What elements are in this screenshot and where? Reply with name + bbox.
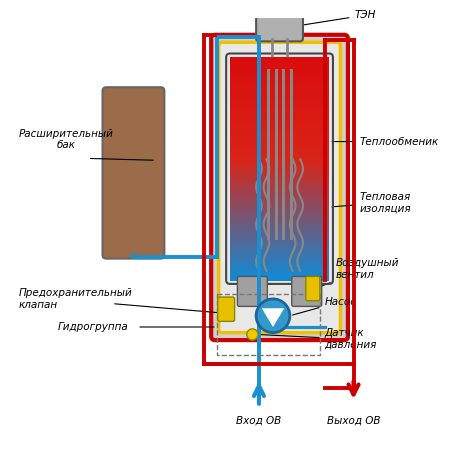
Bar [230, 232, 329, 236]
Bar [230, 87, 329, 91]
FancyBboxPatch shape [218, 297, 234, 321]
Text: Насос: Насос [292, 297, 356, 315]
Bar [230, 276, 329, 281]
Bar [230, 247, 329, 251]
Bar [230, 146, 329, 151]
Bar [230, 128, 329, 132]
Bar [230, 172, 329, 176]
Bar [230, 121, 329, 125]
Bar [230, 202, 329, 207]
Bar [230, 180, 329, 184]
Bar [230, 158, 329, 162]
Bar [230, 131, 329, 136]
Text: ТЭН: ТЭН [303, 10, 376, 25]
Bar [230, 228, 329, 232]
Bar [230, 191, 329, 195]
Bar [230, 206, 329, 210]
Text: Гидрогруппа: Гидрогруппа [58, 322, 128, 332]
Bar [230, 225, 329, 229]
Bar [230, 113, 329, 117]
Bar [230, 251, 329, 255]
FancyBboxPatch shape [211, 35, 348, 340]
FancyBboxPatch shape [306, 276, 320, 301]
Bar [230, 91, 329, 95]
Bar [230, 161, 329, 166]
Bar [230, 195, 329, 199]
Text: Воздушный
вентил: Воздушный вентил [320, 258, 399, 287]
FancyBboxPatch shape [292, 276, 322, 306]
Text: Расширительный
бак: Расширительный бак [18, 129, 113, 150]
Bar [230, 109, 329, 113]
Bar [230, 61, 329, 65]
Bar [230, 184, 329, 188]
Bar [230, 236, 329, 240]
Bar [230, 187, 329, 191]
Bar [230, 106, 329, 110]
Bar [230, 221, 329, 225]
Text: Выход ОВ: Выход ОВ [327, 416, 380, 426]
Text: Теплообменик: Теплообменик [332, 136, 438, 147]
FancyBboxPatch shape [256, 9, 303, 41]
Bar [230, 57, 329, 62]
Bar [230, 169, 329, 173]
Bar [230, 98, 329, 102]
Bar [230, 80, 329, 84]
Bar [230, 198, 329, 202]
Bar [230, 261, 329, 266]
Bar [230, 258, 329, 262]
Bar [230, 65, 329, 69]
Bar [230, 266, 329, 270]
Bar [230, 243, 329, 247]
Bar [217, 294, 320, 355]
FancyBboxPatch shape [238, 276, 267, 306]
Bar [230, 254, 329, 258]
Bar [230, 165, 329, 169]
Text: Тепловая
изоляция: Тепловая изоляция [332, 192, 411, 213]
Bar [230, 273, 329, 277]
Bar [230, 135, 329, 140]
Bar [230, 176, 329, 180]
Bar [230, 117, 329, 121]
Circle shape [247, 329, 258, 340]
Bar [230, 154, 329, 158]
Bar [230, 76, 329, 80]
Bar [230, 210, 329, 214]
Polygon shape [262, 308, 284, 327]
Bar [230, 213, 329, 217]
Bar [230, 94, 329, 99]
Bar [230, 72, 329, 76]
Text: Вход ОВ: Вход ОВ [236, 416, 282, 426]
FancyBboxPatch shape [219, 42, 341, 333]
Circle shape [256, 299, 290, 333]
FancyBboxPatch shape [103, 87, 164, 259]
Text: Предохранительный
клапан: Предохранительный клапан [18, 288, 132, 310]
Text: Датчик
давления: Датчик давления [261, 328, 377, 350]
Bar [230, 68, 329, 72]
Bar [230, 150, 329, 154]
Bar [230, 143, 329, 147]
Bar [230, 124, 329, 128]
Bar [230, 139, 329, 143]
Bar [230, 269, 329, 273]
Bar [230, 239, 329, 243]
Bar [230, 217, 329, 221]
Bar [230, 83, 329, 87]
Bar [230, 102, 329, 106]
